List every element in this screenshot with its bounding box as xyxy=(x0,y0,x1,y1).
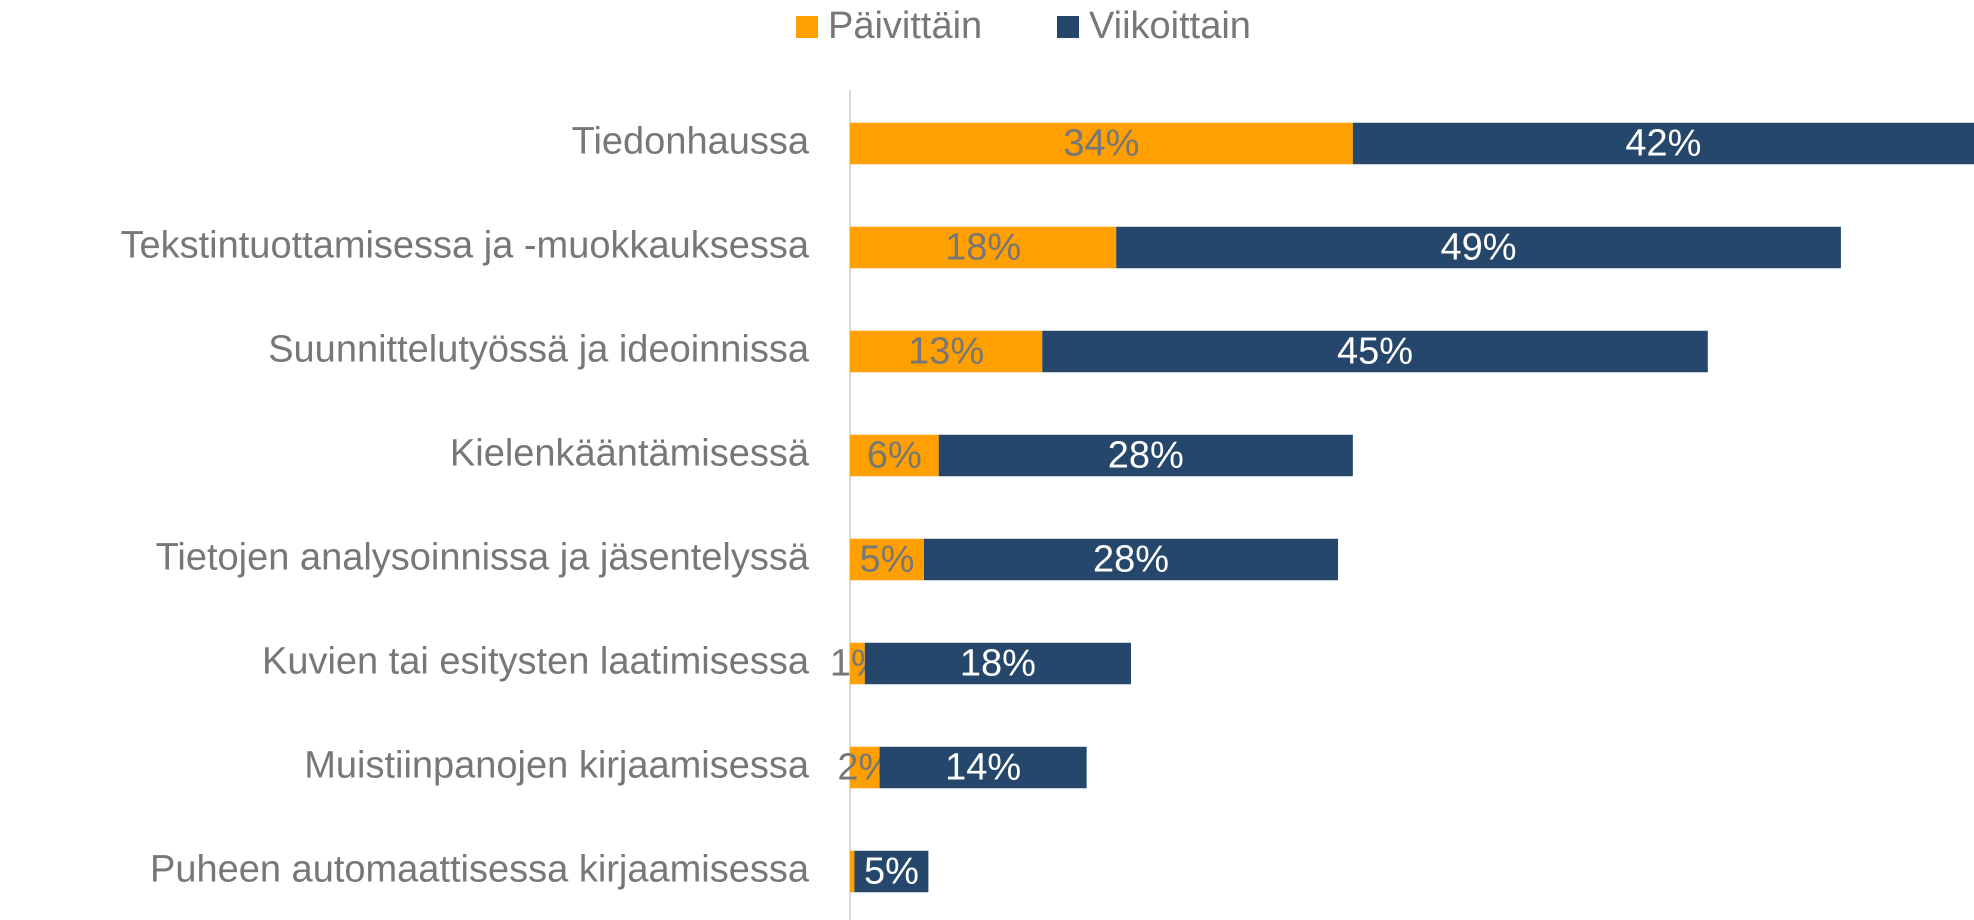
legend-swatch xyxy=(796,16,818,38)
bar-segment xyxy=(850,642,865,685)
category-label: Tietojen analysoinnissa ja jäsentelyssä xyxy=(156,537,810,579)
data-label: 6% xyxy=(867,435,922,477)
data-label: 14% xyxy=(945,747,1021,789)
category-label: Puheen automaattisessa kirjaamisessa xyxy=(150,849,810,891)
bar-segment xyxy=(938,434,1353,477)
bar-segment xyxy=(1352,122,1974,165)
legend-label: Päivittäin xyxy=(828,5,982,47)
category-label: Kielenkääntämisessä xyxy=(450,433,810,475)
bar-segment xyxy=(1116,226,1841,269)
legend-swatch xyxy=(1057,16,1079,38)
bar-segment xyxy=(879,746,1087,789)
data-label: 5% xyxy=(864,851,919,893)
category-label: Muistiinpanojen kirjaamisessa xyxy=(304,745,810,787)
bar-segment xyxy=(850,538,924,581)
data-label: 18% xyxy=(945,227,1021,269)
data-label: 28% xyxy=(1108,435,1184,477)
data-label: 18% xyxy=(960,643,1036,685)
data-label: 45% xyxy=(1337,331,1413,373)
category-label: Tiedonhaussa xyxy=(572,121,810,163)
bar-segment xyxy=(850,434,939,477)
bar-segment xyxy=(850,122,1353,165)
data-label: 13% xyxy=(908,331,984,373)
category-label: Tekstintuottamisessa ja -muokkauksessa xyxy=(120,225,809,267)
category-label: Suunnittelutyössä ja ideoinnissa xyxy=(268,329,810,371)
bar-segment xyxy=(850,330,1043,373)
bar-segment xyxy=(850,226,1117,269)
bar-segment xyxy=(850,850,855,893)
bar-segment xyxy=(850,746,880,789)
data-label: 34% xyxy=(1063,123,1139,165)
bar-segment xyxy=(864,642,1131,685)
bar-segment xyxy=(854,850,929,893)
data-label: 42% xyxy=(1625,123,1701,165)
category-label: Kuvien tai esitysten laatimisessa xyxy=(262,641,810,683)
bar-segment xyxy=(1042,330,1708,373)
data-label: 5% xyxy=(860,539,915,581)
bar-segment xyxy=(923,538,1339,581)
data-label: 49% xyxy=(1441,227,1517,269)
legend-label: Viikoittain xyxy=(1089,5,1251,47)
data-label: 28% xyxy=(1093,539,1169,581)
